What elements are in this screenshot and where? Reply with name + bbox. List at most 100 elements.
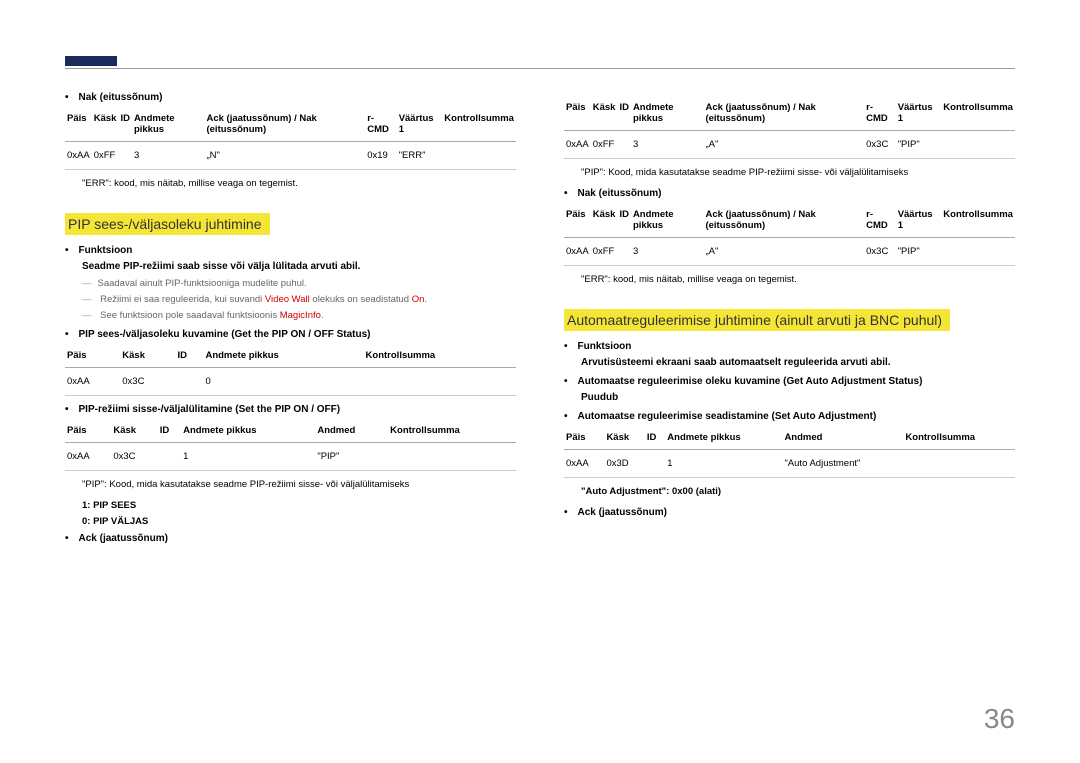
td bbox=[645, 450, 665, 478]
ack-item: Ack (jaatussõnum) bbox=[65, 533, 516, 544]
th: Andmete pikkus bbox=[631, 98, 704, 131]
td: „A" bbox=[703, 131, 864, 159]
funk-label: Funktsioon bbox=[79, 245, 133, 256]
th: Andmed bbox=[315, 421, 388, 443]
funk-desc-r: Arvutisüsteemi ekraani saab automaatselt… bbox=[581, 357, 1015, 368]
td: "ERR" bbox=[397, 142, 443, 170]
td: 0x3D bbox=[604, 450, 644, 478]
td: 0xFF bbox=[591, 131, 618, 159]
left-column: Nak (eitussõnum) Päis Käsk ID Andmete pi… bbox=[65, 54, 516, 549]
t: On bbox=[412, 294, 425, 305]
td: 0xAA bbox=[65, 142, 92, 170]
td bbox=[941, 131, 1015, 159]
section-heading-pip: PIP sees-/väljasoleku juhtimine bbox=[65, 213, 270, 235]
nak-text-r: Nak (eitussõnum) bbox=[578, 188, 662, 199]
funk-item-r: Funktsioon bbox=[564, 341, 1015, 352]
auto-status-item: Automaatse reguleerimise oleku kuvamine … bbox=[564, 376, 1015, 387]
th: ID bbox=[617, 98, 631, 131]
t: MagicInfo bbox=[280, 310, 321, 321]
td bbox=[388, 443, 516, 471]
td: 1 bbox=[181, 443, 315, 471]
td: 0xAA bbox=[564, 450, 604, 478]
td: 0x3C bbox=[120, 368, 175, 396]
th: Päis bbox=[65, 421, 111, 443]
td: "Auto Adjustment" bbox=[782, 450, 903, 478]
right-table-2: Päis Käsk ID Andmete pikkus Ack (jaatuss… bbox=[564, 205, 1015, 266]
auto-val: "Auto Adjustment": 0x00 (alati) bbox=[581, 486, 1015, 497]
td: 0x3C bbox=[864, 238, 896, 266]
td: 0x3C bbox=[864, 131, 896, 159]
err-note: "ERR": kood, mis näitab, millise veaga o… bbox=[82, 178, 516, 189]
th: Päis bbox=[564, 98, 591, 131]
th: Käsk bbox=[604, 428, 644, 450]
auto-set-item: Automaatse reguleerimise seadistamine (S… bbox=[564, 411, 1015, 422]
td: 0x3C bbox=[111, 443, 157, 471]
page-number: 36 bbox=[984, 703, 1015, 735]
td: „N" bbox=[204, 142, 365, 170]
ack-item-r: Ack (jaatussõnum) bbox=[564, 507, 1015, 518]
th: Käsk bbox=[92, 109, 119, 142]
page-content: Nak (eitussõnum) Päis Käsk ID Andmete pi… bbox=[0, 0, 1080, 579]
th: Kontrollsumma bbox=[388, 421, 516, 443]
td: 1 bbox=[665, 450, 782, 478]
right-column: Päis Käsk ID Andmete pikkus Ack (jaatuss… bbox=[564, 54, 1015, 549]
td: 3 bbox=[132, 142, 205, 170]
td bbox=[158, 443, 181, 471]
left-table-3: Päis Käsk ID Andmete pikkus Andmed Kontr… bbox=[65, 421, 516, 471]
right-table-3: Päis Käsk ID Andmete pikkus Andmed Kontr… bbox=[564, 428, 1015, 478]
th: Väärtus 1 bbox=[896, 205, 942, 238]
t: olekuks on seadistatud bbox=[310, 294, 412, 305]
th: Päis bbox=[65, 346, 120, 368]
th: r-CMD bbox=[864, 205, 896, 238]
td bbox=[941, 238, 1015, 266]
section-heading-auto: Automaatreguleerimise juhtimine (ainult … bbox=[564, 309, 950, 331]
pip-code-note-r: "PIP": Kood, mida kasutatakse seadme PIP… bbox=[581, 167, 1015, 178]
t: . bbox=[424, 294, 427, 305]
td bbox=[442, 142, 516, 170]
th: Käsk bbox=[120, 346, 175, 368]
pip-set-item: PIP-režiimi sisse-/väljalülitamine (Set … bbox=[65, 404, 516, 415]
nak-text: Nak (eitussõnum) bbox=[79, 92, 163, 103]
th: Ack (jaatussõnum) / Nak (eitussõnum) bbox=[703, 98, 864, 131]
td: „A" bbox=[703, 238, 864, 266]
th: Andmed bbox=[782, 428, 903, 450]
th: Kontrollsumma bbox=[941, 98, 1015, 131]
left-table-2: Päis Käsk ID Andmete pikkus Kontrollsumm… bbox=[65, 346, 516, 396]
td bbox=[176, 368, 204, 396]
funk-item: Funktsioon bbox=[65, 245, 516, 256]
th: Käsk bbox=[591, 205, 618, 238]
th: Päis bbox=[65, 109, 92, 142]
th: Ack (jaatussõnum) / Nak (eitussõnum) bbox=[703, 205, 864, 238]
ack-label: Ack (jaatussõnum) bbox=[79, 533, 168, 544]
th: ID bbox=[617, 205, 631, 238]
td: 0xAA bbox=[65, 368, 120, 396]
err-note-r: "ERR": kood, mis näitab, millise veaga o… bbox=[581, 274, 1015, 285]
pip-set-label: PIP-režiimi sisse-/väljalülitamine (Set … bbox=[79, 404, 341, 415]
td: 0xFF bbox=[591, 238, 618, 266]
auto-set-label: Automaatse reguleerimise seadistamine (S… bbox=[578, 411, 877, 422]
th: ID bbox=[176, 346, 204, 368]
nak-heading: Nak (eitussõnum) bbox=[65, 92, 516, 103]
th: Kontrollsumma bbox=[903, 428, 1015, 450]
left-table-1: Päis Käsk ID Andmete pikkus Ack (jaatuss… bbox=[65, 109, 516, 170]
t: Video Wall bbox=[265, 294, 310, 305]
td bbox=[364, 368, 516, 396]
th: Väärtus 1 bbox=[896, 98, 942, 131]
td: 0xAA bbox=[564, 131, 591, 159]
header-block bbox=[65, 56, 117, 66]
th: Andmete pikkus bbox=[181, 421, 315, 443]
funk-desc: Seadme PIP-režiimi saab sisse või välja … bbox=[82, 261, 516, 272]
pip-status-item: PIP sees-/väljasoleku kuvamine (Get the … bbox=[65, 329, 516, 340]
pip-status-label: PIP sees-/väljasoleku kuvamine (Get the … bbox=[79, 329, 371, 340]
th: Käsk bbox=[591, 98, 618, 131]
th: Kontrollsumma bbox=[442, 109, 516, 142]
puudub: Puudub bbox=[581, 392, 1015, 403]
dash-2: Režiimi ei saa reguleerida, kui suvandi … bbox=[82, 294, 516, 305]
td: "PIP" bbox=[896, 131, 942, 159]
th: Väärtus 1 bbox=[397, 109, 443, 142]
header-rule bbox=[65, 68, 1015, 69]
dash-3: See funktsioon pole saadaval funktsiooni… bbox=[82, 310, 516, 321]
right-table-1: Päis Käsk ID Andmete pikkus Ack (jaatuss… bbox=[564, 98, 1015, 159]
dash-1: Saadaval ainult PIP-funktsiooniga mudeli… bbox=[82, 278, 516, 289]
td: "PIP" bbox=[896, 238, 942, 266]
